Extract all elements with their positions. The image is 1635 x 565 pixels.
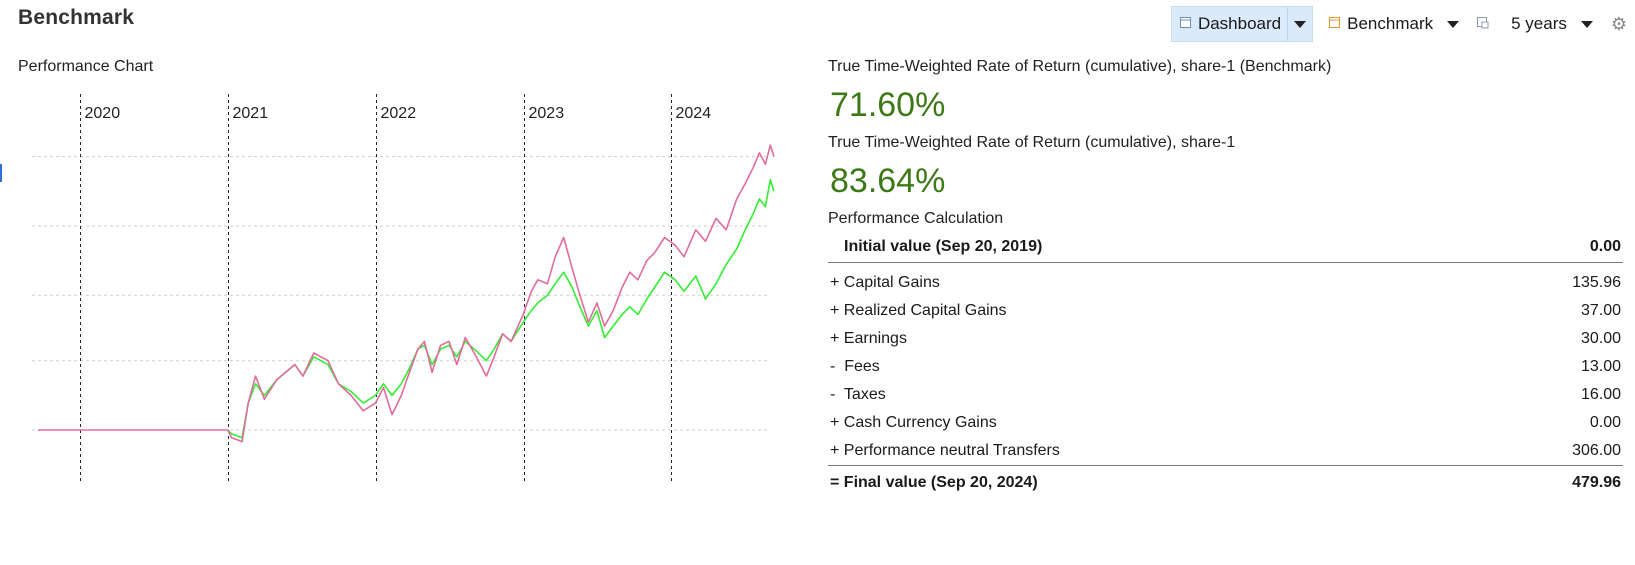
page-title: Benchmark bbox=[18, 6, 135, 29]
row-label: - Taxes bbox=[830, 386, 886, 403]
table-row: - Fees 13.00 bbox=[828, 353, 1623, 381]
row-label: + Earnings bbox=[830, 330, 907, 347]
final-value-label: = Final value (Sep 20, 2024) bbox=[828, 465, 1480, 500]
benchmark-label: Benchmark bbox=[1347, 14, 1434, 33]
share-series-line bbox=[227, 179, 775, 439]
dashboard-button[interactable]: Dashboard bbox=[1170, 6, 1314, 42]
year-tick-label: 2024 bbox=[676, 105, 712, 122]
benchmark-ttwror-value: 71.60% bbox=[830, 86, 946, 124]
row-label: + Performance neutral Transfers bbox=[830, 442, 1060, 459]
dashboard-dropdown-button[interactable] bbox=[1287, 7, 1312, 41]
period-label: 5 years bbox=[1511, 14, 1567, 33]
year-tick-label: 2022 bbox=[381, 105, 417, 122]
performance-chart[interactable]: 2020 2021 2022 2023 2024 bbox=[0, 80, 800, 510]
period-button[interactable]: 5 years bbox=[1471, 6, 1605, 42]
benchmark-ttwror-label: True Time-Weighted Rate of Return (cumul… bbox=[828, 58, 1332, 75]
row-label: + Cash Currency Gains bbox=[830, 414, 997, 431]
row-value: 13.00 bbox=[1580, 358, 1621, 375]
dashboard-main[interactable]: Dashboard bbox=[1172, 7, 1287, 41]
chevron-down-icon bbox=[1294, 20, 1307, 28]
benchmark-icon bbox=[1329, 16, 1341, 32]
row-label: - Fees bbox=[830, 358, 880, 375]
calculation-title: Performance Calculation bbox=[828, 210, 1004, 227]
initial-value-label: Initial value (Sep 20, 2019) bbox=[828, 232, 1480, 263]
table-row: + Realized Capital Gains 37.00 bbox=[828, 297, 1623, 325]
table-row: + Cash Currency Gains 0.00 bbox=[828, 409, 1623, 437]
initial-value-row: Initial value (Sep 20, 2019) 0.00 bbox=[828, 232, 1623, 263]
period-dropdown-button[interactable] bbox=[1567, 20, 1599, 28]
chevron-down-icon bbox=[1447, 20, 1460, 28]
table-row: + Capital Gains 135.96 bbox=[828, 269, 1623, 297]
gear-icon[interactable]: ⚙ bbox=[1610, 13, 1627, 34]
dashboard-icon bbox=[1179, 16, 1192, 32]
row-label: + Realized Capital Gains bbox=[830, 302, 1007, 319]
row-value: 16.00 bbox=[1580, 386, 1621, 403]
benchmark-dropdown-button[interactable] bbox=[1433, 20, 1465, 28]
dashboard-label: Dashboard bbox=[1197, 14, 1282, 33]
row-value: 30.00 bbox=[1580, 330, 1621, 347]
row-value: 37.00 bbox=[1580, 302, 1621, 319]
row-value: 0.00 bbox=[1589, 414, 1621, 431]
year-tick-label: 2020 bbox=[85, 105, 121, 122]
initial-value-amount: 0.00 bbox=[1479, 232, 1623, 263]
final-value-row: = Final value (Sep 20, 2024) 479.96 bbox=[828, 465, 1623, 500]
share-ttwror-label: True Time-Weighted Rate of Return (cumul… bbox=[828, 134, 1236, 151]
table-row: - Taxes 16.00 bbox=[828, 381, 1623, 409]
chart-title: Performance Chart bbox=[18, 58, 154, 75]
year-tick-label: 2023 bbox=[529, 105, 565, 122]
row-label: + Capital Gains bbox=[830, 274, 940, 291]
benchmark-series-line bbox=[38, 144, 775, 443]
toolbar: Dashboard Benchmark 5 years ⚙ bbox=[1170, 6, 1627, 42]
year-tick-label: 2021 bbox=[233, 105, 269, 122]
row-value: 135.96 bbox=[1572, 274, 1621, 291]
export-icon bbox=[1477, 16, 1489, 32]
calculation-table: Initial value (Sep 20, 2019) 0.00 + Capi… bbox=[828, 232, 1623, 500]
table-row: + Performance neutral Transfers 306.00 bbox=[828, 437, 1623, 466]
window-edge-marker bbox=[0, 164, 2, 182]
results-panel: True Time-Weighted Rate of Return (cumul… bbox=[828, 58, 1623, 500]
benchmark-button[interactable]: Benchmark bbox=[1323, 6, 1471, 42]
final-value-amount: 479.96 bbox=[1479, 465, 1623, 500]
share-ttwror-value: 83.64% bbox=[830, 162, 946, 200]
table-row: + Earnings 30.00 bbox=[828, 325, 1623, 353]
chevron-down-icon bbox=[1580, 20, 1593, 28]
row-value: 306.00 bbox=[1572, 442, 1621, 459]
